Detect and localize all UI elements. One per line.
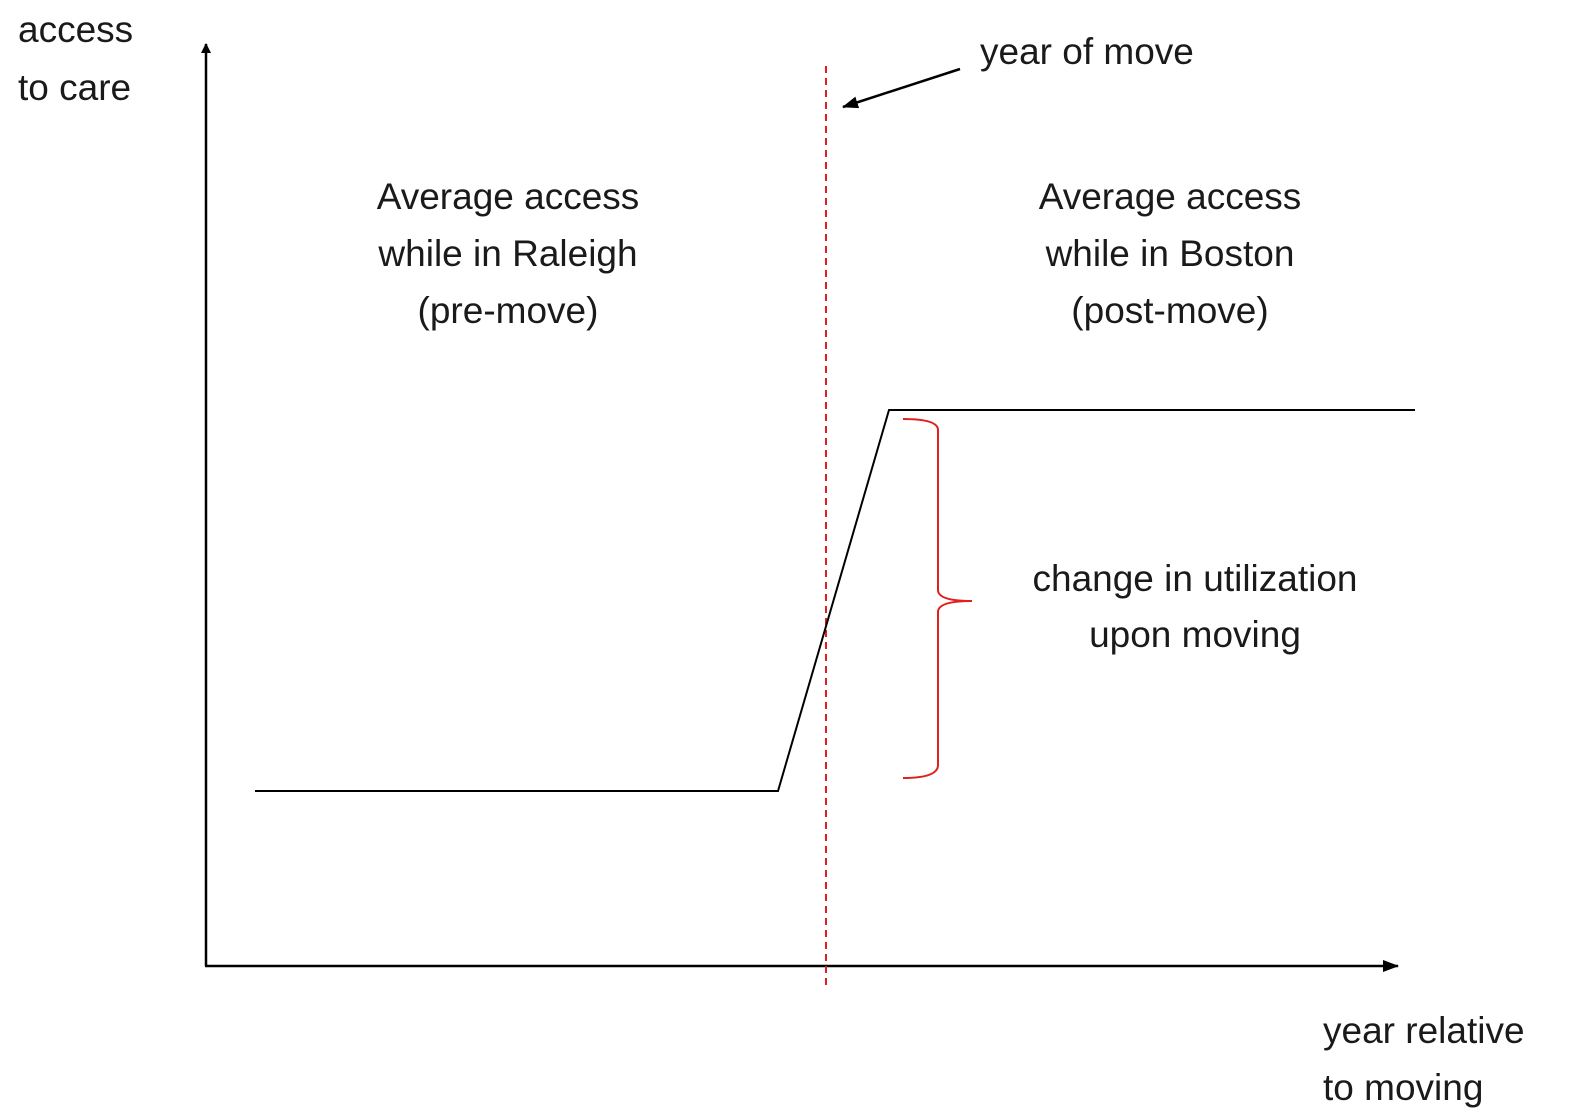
x-axis-label: to moving (1323, 1067, 1483, 1108)
pre-move-label: while in Raleigh (377, 233, 637, 274)
move-arrow (842, 67, 961, 109)
move-label: year of move (980, 31, 1194, 72)
access-line (255, 409, 1415, 792)
post-move-label: while in Boston (1045, 233, 1295, 274)
post-move-label: (post-move) (1071, 290, 1268, 331)
post-move-label: Average access (1039, 176, 1302, 217)
change-brace (902, 418, 973, 779)
y-axis-label: access (18, 9, 133, 50)
pre-move-label: (pre-move) (418, 290, 599, 331)
y-axis-label: to care (18, 67, 131, 108)
change-label: upon moving (1089, 614, 1301, 655)
change-label: change in utilization (1033, 558, 1358, 599)
x-axis-label: year relative (1323, 1010, 1525, 1051)
pre-move-label: Average access (377, 176, 640, 217)
